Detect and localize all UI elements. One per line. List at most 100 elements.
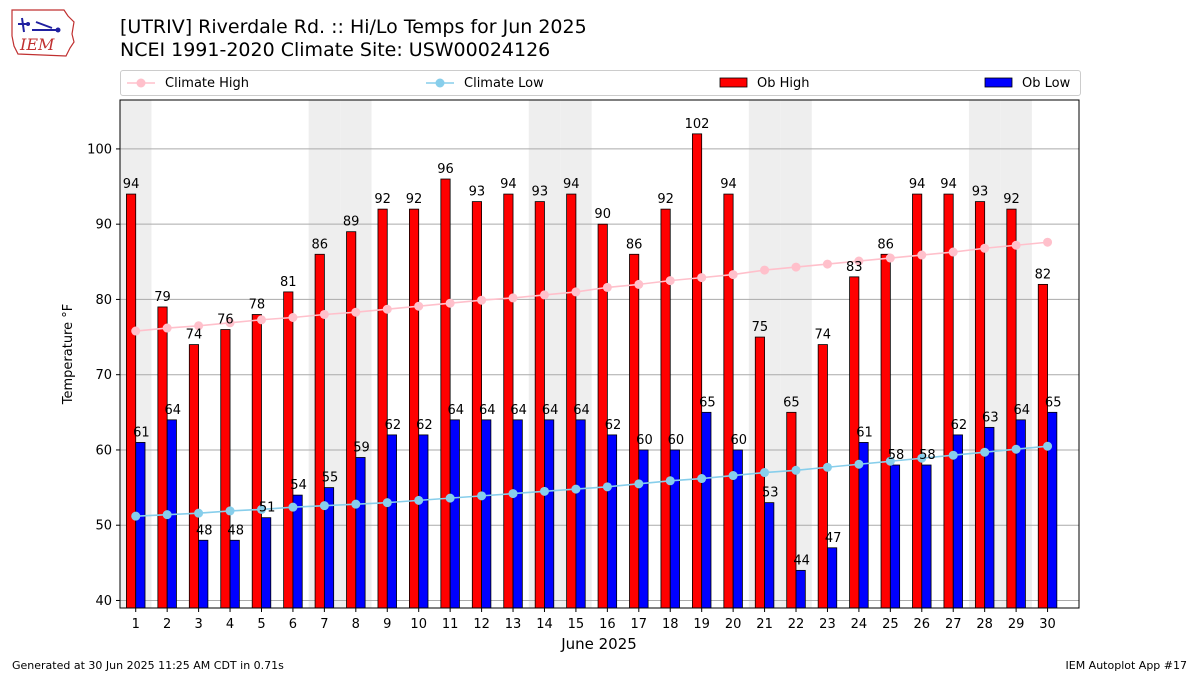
- climate-high-point: [445, 298, 455, 308]
- weekend-band: [780, 100, 812, 608]
- ob-low-bar: [638, 449, 649, 609]
- climate-low-point: [602, 482, 612, 492]
- climate-high-point: [980, 243, 990, 253]
- x-tick-label: 3: [194, 617, 202, 632]
- ob-high-data-label: 74: [815, 328, 832, 343]
- y-tick-label: 60: [95, 443, 112, 458]
- x-tick-label: 14: [536, 617, 553, 632]
- x-tick-label: 4: [226, 617, 234, 632]
- ob-low-bar: [418, 434, 429, 609]
- climate-high-point: [728, 270, 738, 280]
- ob-high-bar: [283, 291, 294, 609]
- ob-low-data-label: 55: [322, 471, 339, 486]
- climate-low-point: [854, 459, 864, 469]
- climate-low-point: [477, 491, 487, 501]
- ob-high-bar: [534, 201, 545, 609]
- climate-low-point: [634, 479, 644, 489]
- ob-high-data-label: 90: [594, 207, 611, 222]
- ob-high-data-label: 92: [657, 192, 674, 207]
- footer-generated-text: Generated at 30 Jun 2025 11:25 AM CDT in…: [12, 659, 284, 672]
- climate-low-point: [131, 511, 141, 521]
- x-tick-label: 10: [410, 617, 427, 632]
- climate-low-point: [917, 453, 927, 463]
- ob-high-data-label: 75: [752, 320, 769, 335]
- climate-high-point: [414, 301, 424, 311]
- ob-low-bar: [166, 419, 177, 609]
- legend-label-climate-low: Climate Low: [464, 75, 544, 91]
- climate-low-point: [508, 489, 518, 499]
- x-tick-label: 11: [442, 617, 459, 632]
- ob-high-data-label: 93: [532, 185, 549, 200]
- climate-low-point: [885, 456, 895, 466]
- ob-low-data-label: 54: [290, 478, 307, 493]
- ob-high-bar: [314, 253, 325, 609]
- ob-high-bar: [597, 223, 608, 609]
- climate-high-point: [760, 265, 770, 275]
- x-tick-label: 6: [289, 617, 297, 632]
- weekend-band: [528, 100, 561, 608]
- ob-high-bar: [503, 193, 514, 609]
- ob-low-data-label: 59: [353, 440, 370, 455]
- legend-line-marker-icon: [426, 78, 454, 88]
- ob-low-bar: [764, 502, 775, 609]
- ob-low-bar: [449, 419, 460, 609]
- ob-high-data-label: 86: [626, 237, 643, 252]
- climate-high-point: [665, 276, 675, 286]
- ob-high-bar: [912, 193, 923, 609]
- climate-high-point: [256, 315, 266, 325]
- climate-low-point: [225, 506, 235, 516]
- footer-app-id: IEM Autoplot App #17: [1065, 659, 1188, 672]
- x-tick-label: 20: [725, 617, 742, 632]
- ob-low-data-label: 51: [259, 501, 276, 516]
- x-tick-label: 13: [505, 617, 522, 632]
- ob-high-bar: [754, 336, 765, 609]
- plot-frame: [119, 99, 1080, 609]
- ob-high-bar: [943, 193, 954, 609]
- ob-low-bar: [229, 539, 240, 609]
- climate-low-point: [948, 450, 958, 460]
- x-tick-label: 29: [1008, 617, 1025, 632]
- climate-high-point: [288, 312, 298, 322]
- y-tick-label: 90: [95, 218, 112, 233]
- climate-high-point: [225, 318, 235, 328]
- climate-low-point: [414, 495, 424, 505]
- ob-low-data-label: 53: [762, 486, 779, 501]
- ob-low-bar: [512, 419, 523, 609]
- climate-low-point: [445, 493, 455, 503]
- x-tick-label: 24: [851, 617, 868, 632]
- ob-high-bar: [880, 253, 891, 609]
- climate-high-point: [351, 307, 361, 317]
- x-tick-label: 25: [882, 617, 899, 632]
- ob-low-data-label: 48: [227, 523, 244, 538]
- ob-high-bar: [377, 208, 388, 609]
- ob-low-bar: [732, 449, 743, 609]
- x-tick-label: 26: [914, 617, 931, 632]
- ob-high-bar: [566, 193, 577, 609]
- legend-label-ob-high: Ob High: [757, 75, 810, 91]
- ob-high-data-label: 94: [909, 177, 926, 192]
- x-tick-label: 5: [257, 617, 265, 632]
- climate-low-point: [288, 502, 298, 512]
- climate-high-point: [1011, 240, 1021, 250]
- climate-high-line: [135, 241, 1048, 332]
- weekend-band: [340, 100, 372, 608]
- ob-low-data-label: 64: [448, 403, 465, 418]
- x-tick-label: 16: [599, 617, 616, 632]
- ob-low-data-label: 64: [542, 403, 559, 418]
- ob-low-data-label: 64: [510, 403, 527, 418]
- legend-bar-swatch-icon: [984, 77, 1013, 88]
- ob-high-bar: [1037, 283, 1048, 609]
- climate-high-point: [885, 253, 895, 263]
- ob-low-bar: [701, 411, 712, 609]
- ob-low-bar: [669, 449, 680, 609]
- climate-low-point: [539, 486, 549, 496]
- climate-low-point: [760, 468, 770, 478]
- ob-high-bar: [629, 253, 640, 609]
- ob-low-data-label: 64: [165, 403, 182, 418]
- climate-low-point: [256, 504, 266, 514]
- climate-high-point: [634, 279, 644, 289]
- ob-high-data-label: 94: [123, 177, 140, 192]
- ob-high-bar: [974, 201, 986, 609]
- ob-low-data-label: 62: [385, 418, 402, 433]
